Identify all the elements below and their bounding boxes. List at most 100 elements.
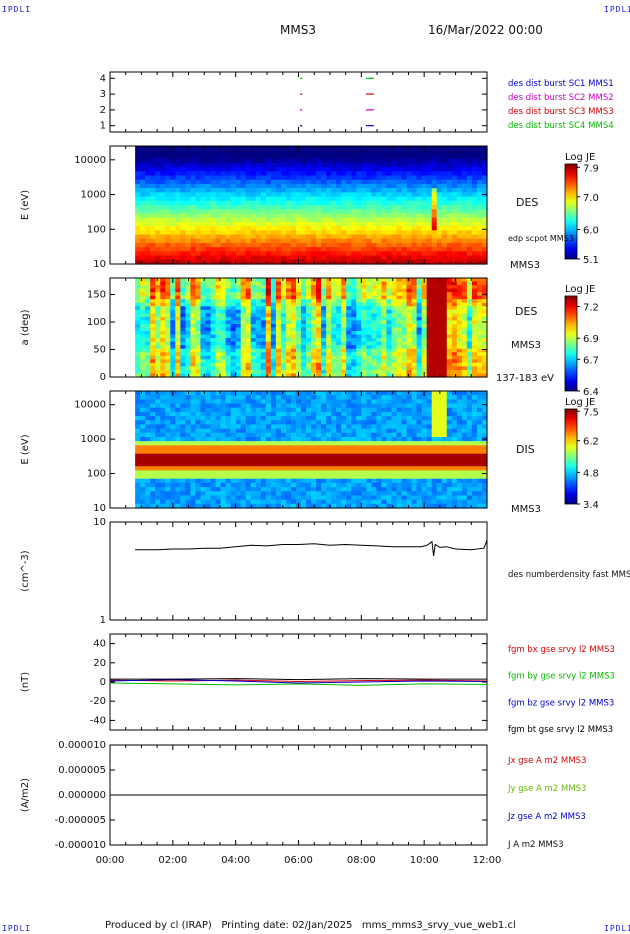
des-pitch-cell (346, 362, 352, 367)
des-energy-cell (165, 242, 171, 248)
des-energy-cell (180, 146, 186, 151)
dis-energy-cell (220, 432, 227, 438)
des-energy-cell (476, 200, 483, 206)
des-pitch-cell (220, 288, 227, 293)
des-pitch-cell (190, 320, 197, 325)
dis-energy-cell (155, 499, 161, 505)
des-energy-cell (145, 188, 151, 193)
des-energy-cell (406, 175, 413, 181)
des-pitch-cell (240, 292, 247, 297)
des-energy-cell (200, 179, 207, 185)
dis-energy-cell (235, 449, 242, 455)
des-energy-cell (416, 205, 423, 210)
des-pitch-cell (275, 285, 282, 290)
des-pitch-cell (446, 281, 453, 286)
des-pitch-cell (205, 338, 212, 343)
des-energy-cell (336, 230, 342, 236)
des-energy-cell (386, 171, 393, 177)
dis-energy-cell (205, 407, 212, 413)
des-pitch-cell (356, 323, 362, 329)
des-pitch-cell (376, 316, 383, 322)
des-pitch-cell (346, 313, 352, 318)
des-pitch-cell (316, 313, 322, 318)
des-energy-cell (476, 192, 483, 198)
des-pitch-cell (275, 302, 282, 307)
des-pitch-cell (346, 373, 352, 378)
dis-energy-cell (195, 453, 202, 459)
des-energy-cell (426, 209, 433, 215)
des-energy-cell (200, 255, 207, 261)
des-pitch-cell (140, 302, 146, 307)
des-pitch-cell (461, 295, 468, 300)
des-pitch-cell (225, 352, 232, 357)
des-pitch-cell (446, 292, 453, 297)
des-pitch-cell (301, 348, 307, 353)
dis-energy-cell (145, 436, 151, 442)
dis-energy-cell (175, 499, 181, 505)
des-pitch-cell (260, 334, 267, 339)
des-energy-cell (240, 150, 247, 156)
des-pitch-cell (381, 331, 388, 336)
des-pitch-cell (356, 345, 362, 350)
dis-energy-cell (155, 436, 161, 442)
des-energy-cell (331, 150, 337, 156)
des-energy-cell (396, 247, 403, 252)
des-pitch-cell (265, 295, 272, 300)
burst-legend-entry: des dist burst SC1 MMS1 (508, 79, 614, 89)
des-pitch-cell (245, 334, 252, 339)
des-energy-cell (230, 209, 237, 215)
dis-energy-cell (230, 445, 237, 451)
des-pitch-cell (180, 327, 186, 332)
des-energy-cell (416, 158, 423, 164)
des-pitch-cell (401, 306, 408, 311)
dis-energy-cell (220, 445, 227, 451)
des-pitch-cell (215, 278, 222, 283)
dis-energy-cell (260, 411, 267, 417)
des-energy-cell (185, 242, 192, 248)
des-pitch-cell (386, 327, 393, 332)
des-pitch-cell (185, 292, 192, 297)
des-pitch-cell (451, 341, 458, 346)
des-energy-cell (150, 196, 156, 202)
des-pitch-cell (200, 348, 207, 353)
des-energy-cell (446, 150, 453, 156)
dis-energy-cell (250, 395, 257, 400)
des-energy-cell (185, 179, 192, 185)
des-pitch-cell (406, 359, 413, 364)
dis-energy-cell (225, 470, 232, 476)
des-energy-cell (431, 213, 438, 219)
des-energy-cell (411, 213, 418, 219)
des-energy-cell (306, 192, 312, 198)
des-pitch-cell (361, 306, 367, 311)
dis-energy-cell (180, 428, 186, 434)
dis-energy-cell (220, 399, 227, 405)
des-energy-cell (301, 183, 307, 189)
des-energy-cell (170, 179, 176, 185)
des-pitch-cell (180, 288, 186, 293)
des-energy-cell (371, 255, 378, 261)
des-energy-cell (306, 234, 312, 240)
des-pitch-cell (401, 288, 408, 293)
des-pitch-cell (401, 355, 408, 360)
des-pitch-cell (200, 323, 207, 329)
des-pitch-cell (361, 352, 367, 357)
dis-energy-cell (195, 432, 202, 438)
des-energy-cell (250, 196, 257, 202)
des-energy-cell (451, 154, 458, 160)
des-energy-cell (215, 217, 222, 223)
dis-energy-cell (170, 407, 176, 413)
dis-energy-cell (270, 453, 277, 459)
dis-energy-cell (165, 428, 171, 434)
des-pitch-cell (175, 288, 181, 293)
burst-legend-entry: des dist burst SC4 MMS4 (508, 121, 614, 131)
des-energy-cell (416, 196, 423, 202)
des-energy-cell (160, 251, 166, 257)
des-energy-cell (406, 259, 413, 265)
des-energy-cell (295, 205, 302, 210)
dis-energy-cell (245, 403, 252, 409)
des-pitch-cell (411, 313, 418, 318)
des-pitch-cell (225, 338, 232, 343)
des-energy-cell (190, 221, 197, 227)
des-energy-cell (290, 205, 297, 210)
dis-energy-cell (215, 411, 222, 417)
